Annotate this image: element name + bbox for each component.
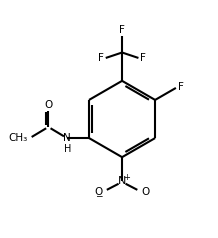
- Text: H: H: [64, 144, 71, 154]
- Text: F: F: [98, 53, 104, 63]
- Text: N: N: [118, 176, 126, 186]
- Text: F: F: [119, 25, 125, 35]
- Text: O: O: [95, 187, 103, 197]
- Text: F: F: [178, 82, 184, 92]
- Text: F: F: [140, 53, 146, 63]
- Text: O: O: [141, 187, 149, 197]
- Text: N: N: [63, 133, 71, 143]
- Text: +: +: [123, 173, 130, 182]
- Text: −: −: [95, 191, 102, 200]
- Text: O: O: [44, 100, 53, 110]
- Text: CH₃: CH₃: [8, 133, 27, 143]
